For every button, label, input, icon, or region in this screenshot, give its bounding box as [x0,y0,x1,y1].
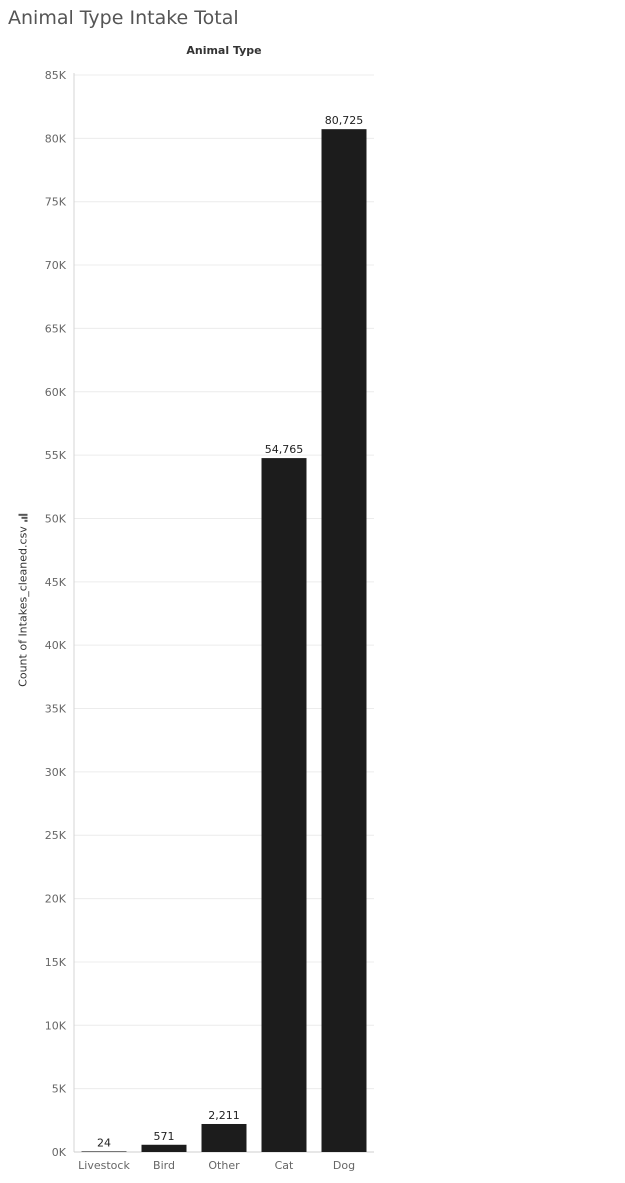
bar-bird[interactable] [141,1144,187,1152]
data-label: 571 [154,1130,175,1143]
y-tick-label: 15K [45,956,67,969]
y-tick-label: 45K [45,576,67,589]
y-tick-label: 35K [45,703,67,716]
y-tick-label: 20K [45,893,67,906]
column-header-label: Animal Type [186,44,262,57]
y-tick-label: 80K [45,132,67,145]
y-tick-label: 50K [45,512,67,525]
bar-livestock[interactable] [81,1151,127,1152]
y-tick-label: 60K [45,386,67,399]
y-tick-label: 0K [52,1146,67,1159]
y-tick-label: 55K [45,449,67,462]
data-label: 24 [97,1136,111,1149]
y-tick-label: 5K [52,1083,67,1096]
y-tick-label: 75K [45,196,67,209]
x-category-label[interactable]: Livestock [78,1159,130,1172]
data-label: 54,765 [265,443,304,456]
y-tick-label: 25K [45,829,67,842]
x-category-label[interactable]: Bird [153,1159,175,1172]
y-tick-label: 65K [45,322,67,335]
x-category-label[interactable]: Dog [333,1159,355,1172]
y-tick-label: 10K [45,1019,67,1032]
y-tick-label: 30K [45,766,67,779]
bar-dog[interactable] [321,129,367,1153]
y-tick-label: 85K [45,69,67,82]
data-label: 80,725 [325,114,364,127]
x-category-label[interactable]: Other [208,1159,240,1172]
data-label: 2,211 [208,1109,240,1122]
y-tick-label: 70K [45,259,67,272]
sheet-title: Animal Type Intake Total [8,7,239,29]
y-tick-label: 40K [45,639,67,652]
bar-other[interactable] [201,1123,247,1152]
bar-cat[interactable] [261,458,307,1153]
x-category-label[interactable]: Cat [275,1159,294,1172]
